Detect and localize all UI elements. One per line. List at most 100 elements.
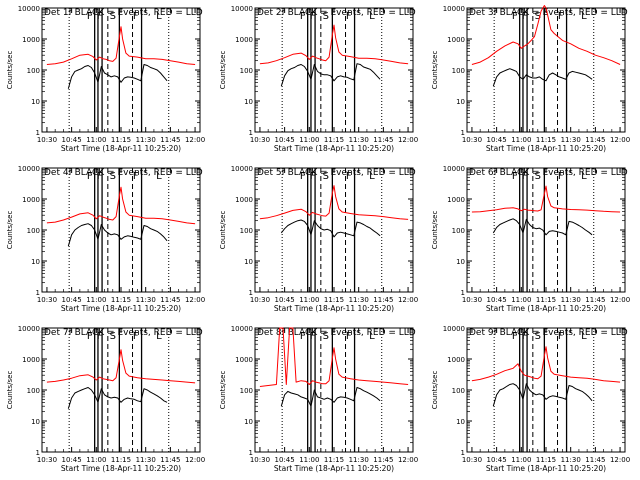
interval-label: F — [300, 11, 306, 22]
interval-label: F — [87, 331, 93, 342]
panel-title: Det 6f BLACK = Events, RED = LLD — [469, 168, 628, 178]
y-tick-label: 1 — [461, 449, 465, 457]
events-rate-line — [280, 63, 381, 87]
x-tick-label: 12:00 — [185, 296, 205, 304]
interval-label: F — [97, 11, 103, 22]
interval-label: F — [133, 171, 139, 182]
y-axis-label: Counts/sec — [431, 51, 439, 90]
x-tick-label: 11:30 — [349, 136, 369, 144]
interval-label: F — [310, 171, 316, 182]
x-tick-label: 11:45 — [373, 136, 393, 144]
interval-label: S — [110, 331, 116, 342]
events-rate-line — [492, 218, 593, 236]
x-axis-label: Start Time (18-Apr-11 10:25:20) — [486, 144, 606, 153]
interval-label: S — [323, 331, 329, 342]
y-tick-label: 100 — [27, 67, 40, 75]
x-tick-label: 11:30 — [136, 456, 156, 464]
x-tick-label: 11:15 — [324, 136, 344, 144]
x-tick-label: 10:30 — [250, 456, 270, 464]
panel-title: Det 3f BLACK = Events, RED = LLD — [469, 8, 628, 18]
y-axis-label: Counts/sec — [6, 211, 14, 250]
y-tick-label: 100 — [452, 227, 465, 235]
y-tick-label: 10000 — [18, 325, 40, 333]
panel-title: Det 8f BLACK = Events, RED = LLD — [257, 328, 416, 338]
lld-rate-line — [471, 346, 621, 383]
interval-label: L — [369, 331, 375, 342]
x-tick-label: 11:30 — [349, 456, 369, 464]
x-tick-label: 12:00 — [398, 296, 418, 304]
panel-title: Det 4f BLACK = Events, RED = LLD — [44, 168, 203, 178]
y-tick-label: 10 — [31, 258, 40, 266]
panel-title: Det 9f BLACK = Events, RED = LLD — [469, 328, 628, 338]
x-tick-label: 12:00 — [398, 456, 418, 464]
lld-rate-line — [46, 26, 196, 65]
x-tick-label: 11:00 — [511, 296, 531, 304]
x-tick-label: 11:15 — [536, 296, 556, 304]
events-rate-line — [492, 68, 593, 87]
x-tick-label: 11:30 — [136, 296, 156, 304]
x-tick-label: 10:45 — [487, 456, 507, 464]
x-tick-label: 11:00 — [299, 456, 319, 464]
x-tick-label: 10:30 — [462, 136, 482, 144]
interval-label: F — [300, 331, 306, 342]
y-tick-label: 10 — [244, 258, 253, 266]
x-axis-label: Start Time (18-Apr-11 10:25:20) — [486, 464, 606, 473]
x-tick-label: 11:00 — [86, 456, 106, 464]
x-tick-label: 10:45 — [62, 136, 82, 144]
y-tick-label: 1 — [249, 129, 253, 137]
interval-label: S — [535, 331, 541, 342]
y-tick-label: 10 — [456, 258, 465, 266]
interval-label: F — [133, 11, 139, 22]
interval-label: F — [133, 331, 139, 342]
y-tick-label: 100 — [240, 67, 253, 75]
x-tick-label: 11:00 — [86, 136, 106, 144]
y-tick-label: 1000 — [235, 196, 253, 204]
x-tick-label: 10:45 — [62, 456, 82, 464]
interval-label: F — [558, 11, 564, 22]
interval-label: F — [97, 331, 103, 342]
x-axis-label: Start Time (18-Apr-11 10:25:20) — [61, 304, 181, 313]
x-tick-label: 10:30 — [37, 456, 57, 464]
y-tick-label: 10000 — [443, 165, 465, 173]
y-axis-label: Counts/sec — [6, 371, 14, 410]
x-axis-label: Start Time (18-Apr-11 10:25:20) — [274, 464, 394, 473]
x-tick-label: 11:45 — [585, 136, 605, 144]
y-tick-label: 10000 — [18, 5, 40, 13]
lld-rate-line — [259, 24, 409, 65]
interval-label: F — [558, 331, 564, 342]
x-tick-label: 11:15 — [111, 136, 131, 144]
y-tick-label: 1000 — [22, 356, 40, 364]
y-tick-label: 10000 — [231, 5, 253, 13]
y-tick-label: 10000 — [443, 5, 465, 13]
y-tick-label: 100 — [452, 387, 465, 395]
x-axis-label: Start Time (18-Apr-11 10:25:20) — [61, 144, 181, 153]
panel-title: Det 2f BLACK = Events, RED = LLD — [257, 8, 416, 18]
y-tick-label: 1000 — [447, 356, 465, 364]
x-tick-label: 11:45 — [373, 456, 393, 464]
interval-label: F — [87, 171, 93, 182]
x-tick-label: 11:15 — [536, 136, 556, 144]
x-tick-label: 11:15 — [111, 456, 131, 464]
interval-label: F — [87, 11, 93, 22]
events-rate-line — [280, 387, 381, 407]
y-axis-label: Counts/sec — [219, 371, 227, 410]
y-tick-label: 10 — [31, 418, 40, 426]
events-rate-line — [67, 64, 168, 89]
interval-label: S — [535, 171, 541, 182]
y-tick-label: 1000 — [235, 356, 253, 364]
interval-label: F — [512, 11, 518, 22]
x-axis-label: Start Time (18-Apr-11 10:25:20) — [61, 464, 181, 473]
x-tick-label: 11:00 — [511, 456, 531, 464]
x-tick-label: 11:45 — [160, 456, 180, 464]
y-axis-label: Counts/sec — [431, 211, 439, 250]
interval-label: F — [97, 171, 103, 182]
y-tick-label: 1000 — [235, 36, 253, 44]
y-tick-label: 10 — [244, 98, 253, 106]
y-tick-label: 10000 — [443, 325, 465, 333]
interval-label: S — [535, 11, 541, 22]
plot-frame — [41, 327, 201, 453]
plot-frame — [41, 167, 201, 293]
detector-panel-9: Det 9f BLACK = Events, RED = LLD 1 10 100 10… — [431, 325, 630, 473]
interval-label: L — [369, 11, 375, 22]
y-tick-label: 1000 — [22, 196, 40, 204]
